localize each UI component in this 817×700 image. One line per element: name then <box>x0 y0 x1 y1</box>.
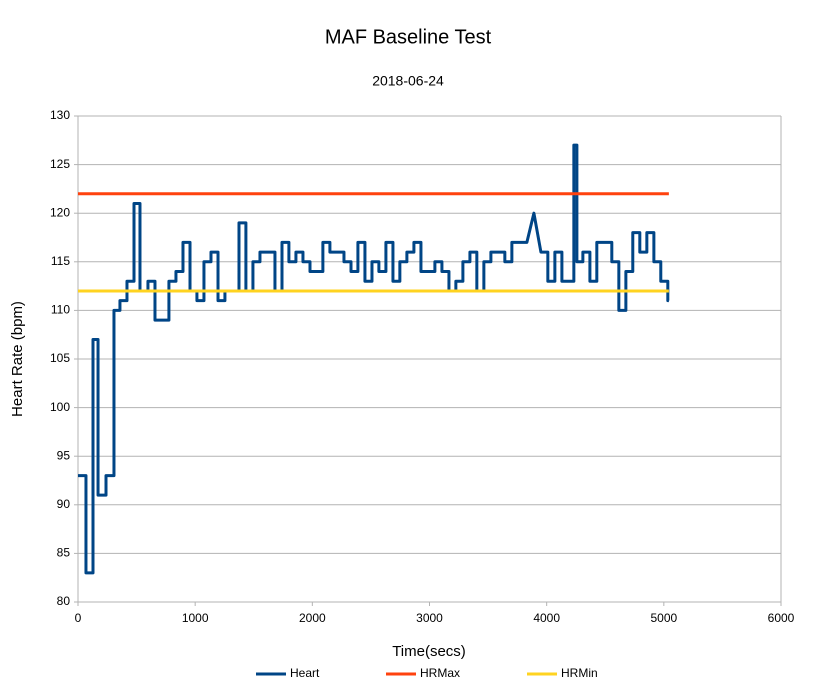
y-tick-label: 95 <box>57 448 71 462</box>
y-tick-label: 125 <box>50 157 70 171</box>
chart-title: MAF Baseline Test <box>325 26 492 48</box>
legend-label: HRMax <box>420 666 460 680</box>
x-tick-label: 2000 <box>299 611 326 625</box>
x-tick-label: 3000 <box>416 611 443 625</box>
x-tick-label: 4000 <box>533 611 560 625</box>
legend-label: Heart <box>290 666 320 680</box>
legend-label: HRMin <box>561 666 598 680</box>
y-tick-label: 115 <box>51 254 70 268</box>
series-line <box>78 143 670 575</box>
y-axis-title: Heart Rate (bpm) <box>9 301 26 417</box>
y-tick-label: 130 <box>50 108 70 122</box>
y-tick-label: 100 <box>50 400 70 414</box>
chart-subtitle: 2018-06-24 <box>372 73 444 89</box>
y-tick-label: 80 <box>57 594 71 608</box>
y-tick-label: 90 <box>57 497 71 511</box>
x-axis-title: Time(secs) <box>392 643 466 660</box>
y-tick-label: 120 <box>50 205 70 219</box>
x-tick-label: 0 <box>75 611 82 625</box>
y-tick-label: 110 <box>51 303 70 317</box>
x-tick-label: 6000 <box>768 611 795 625</box>
y-tick-label: 105 <box>50 351 70 365</box>
y-tick-label: 85 <box>57 546 71 560</box>
x-tick-label: 1000 <box>182 611 209 625</box>
x-tick-label: 5000 <box>650 611 677 625</box>
